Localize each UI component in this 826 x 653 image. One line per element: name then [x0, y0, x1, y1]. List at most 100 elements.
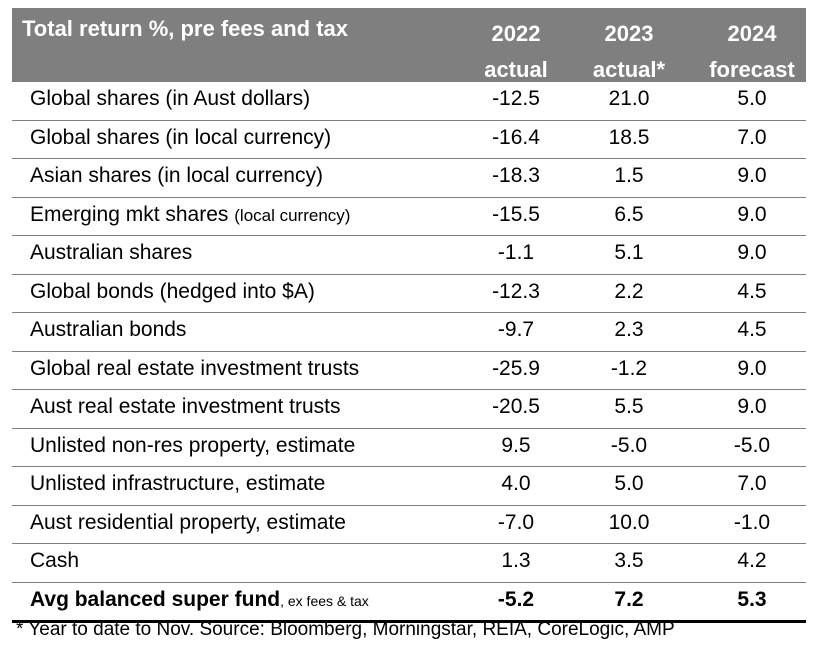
row-label-text: Avg balanced super fund: [30, 587, 281, 611]
row-label: Australian bonds: [30, 318, 186, 342]
row-label-text: Cash: [30, 549, 80, 572]
cell-2024: 9.0: [737, 164, 767, 187]
cell-2023: 18.5: [608, 125, 650, 149]
table-row: Global bonds (hedged into $A) -12.3 2.2 4.5: [12, 275, 806, 313]
cell-2022: -25.9: [492, 356, 540, 380]
cell-2024: -5.0: [733, 433, 771, 457]
table-row: Global shares (in local currency) -16.4 18…: [12, 121, 806, 159]
row-label-note: , ex fees & tax: [280, 592, 369, 609]
table-row: Emerging mkt shares (local currency) -15.…: [12, 198, 806, 236]
column-sub: forecast: [709, 57, 795, 82]
row-label: Aust real estate investment trusts: [30, 395, 340, 419]
column-year: 2023: [604, 21, 654, 46]
cell-2023: 3.5: [614, 549, 644, 572]
row-label-text: Global bonds (hedged into $A): [30, 279, 315, 303]
cell-2022: 9.5: [501, 433, 531, 457]
cell-2024: 7.0: [737, 125, 767, 149]
cell-2024: 4.5: [737, 279, 767, 303]
cell-2024: 4.5: [737, 318, 767, 341]
cell-2024: 5.3: [737, 587, 767, 611]
cell-2024: 9.0: [737, 241, 767, 264]
cell-2023: -1.2: [610, 356, 648, 380]
cell-2022: -12.5: [492, 87, 540, 110]
column-year: 2022: [491, 21, 541, 46]
row-label: Global bonds (hedged into $A): [30, 280, 315, 304]
row-label-text: Asian shares (in local currency): [30, 164, 323, 187]
table-row: Global real estate investment trusts -25.…: [12, 352, 806, 390]
cell-2023: 10.0: [608, 510, 650, 534]
cell-2024: 9.0: [737, 395, 767, 418]
row-label-text: Global shares (in local currency): [30, 125, 332, 149]
row-label: Global real estate investment trusts: [30, 357, 359, 381]
table-row: Global shares (in Aust dollars) -12.5 21.0…: [12, 82, 806, 121]
row-label: Aust residential property, estimate: [30, 511, 346, 535]
cell-2023: 1.5: [614, 164, 644, 187]
row-label-text: Aust real estate investment trusts: [30, 395, 341, 418]
cell-2022: -9.7: [497, 318, 535, 341]
table-row: Aust residential property, estimate -7.0 1…: [12, 506, 806, 544]
row-label-text: Global shares (in Aust dollars): [30, 87, 311, 110]
column-year: 2024: [727, 21, 777, 46]
cell-2023: 6.5: [614, 202, 644, 226]
row-label: Cash: [30, 549, 79, 573]
cell-2022: -1.1: [497, 241, 535, 264]
cell-2023: 7.2: [614, 587, 644, 611]
row-label: Avg balanced super fund, ex fees & tax: [30, 588, 369, 612]
row-label-text: Global real estate investment trusts: [30, 356, 360, 380]
cell-2023: 5.0: [614, 472, 644, 495]
table-row: Unlisted infrastructure, estimate 4.0 5.0 7…: [12, 467, 806, 506]
row-label-text: Australian bonds: [30, 318, 187, 341]
column-header-2023: 2023 actual*: [565, 16, 693, 88]
row-label-note: (local currency): [234, 205, 351, 225]
cell-2023: 21.0: [608, 87, 650, 110]
row-label-text: Unlisted infrastructure, estimate: [30, 472, 326, 495]
cell-2022: -16.4: [492, 125, 540, 149]
column-header-2022: 2022 actual: [452, 16, 580, 88]
row-label-text: Unlisted non-res property, estimate: [30, 433, 356, 457]
cell-2023: 5.1: [614, 241, 644, 264]
row-label-text: Aust residential property, estimate: [30, 510, 346, 534]
cell-2024: -1.0: [733, 510, 771, 534]
cell-2024: 9.0: [737, 202, 767, 226]
table-row: Cash 1.3 3.5 4.2: [12, 544, 806, 583]
row-label: Emerging mkt shares (local currency): [30, 203, 350, 227]
table-row: Unlisted non-res property, estimate 9.5 -5…: [12, 429, 806, 467]
table-row: Australian shares -1.1 5.1 9.0: [12, 236, 806, 275]
cell-2022: -7.0: [497, 510, 535, 534]
table-row: Australian bonds -9.7 2.3 4.5: [12, 313, 806, 352]
table-row: Aust real estate investment trusts -20.5 5…: [12, 390, 806, 429]
cell-2022: -18.3: [492, 164, 540, 187]
cell-2022: 1.3: [501, 549, 531, 572]
cell-2023: 5.5: [614, 395, 644, 418]
cell-2023: -5.0: [610, 433, 648, 457]
cell-2023: 2.3: [614, 318, 644, 341]
row-label: Australian shares: [30, 241, 192, 265]
row-label-text: Australian shares: [30, 241, 193, 264]
cell-2022: -5.2: [497, 587, 535, 611]
footnote: * Year to date to Nov. Source: Bloomberg…: [16, 619, 675, 640]
cell-2023: 2.2: [614, 279, 644, 303]
cell-2022: -12.3: [492, 279, 540, 303]
returns-table: Total return %, pre fees and tax 2022 ac…: [12, 8, 806, 623]
table-header: Total return %, pre fees and tax 2022 ac…: [12, 8, 806, 82]
table-body: Global shares (in Aust dollars) -12.5 21.0…: [12, 82, 806, 583]
row-label: Asian shares (in local currency): [30, 164, 323, 188]
cell-2022: -20.5: [492, 395, 540, 418]
row-label: Unlisted infrastructure, estimate: [30, 472, 325, 496]
cell-2022: -15.5: [492, 202, 540, 226]
column-header-2024: 2024 forecast: [688, 16, 816, 88]
total-row: Avg balanced super fund, ex fees & tax -…: [12, 583, 806, 623]
column-sub: actual: [484, 57, 548, 82]
column-sub: actual*: [592, 57, 666, 82]
row-label: Global shares (in local currency): [30, 126, 331, 150]
row-label-text: Emerging mkt shares: [30, 202, 235, 226]
cell-2022: 4.0: [501, 472, 531, 495]
table-title: Total return %, pre fees and tax: [22, 16, 349, 41]
row-label: Global shares (in Aust dollars): [30, 87, 310, 111]
cell-2024: 9.0: [737, 356, 767, 380]
cell-2024: 7.0: [737, 472, 767, 495]
row-label: Unlisted non-res property, estimate: [30, 434, 355, 458]
cell-2024: 4.2: [737, 549, 767, 572]
cell-2024: 5.0: [737, 87, 767, 110]
table-row: Asian shares (in local currency) -18.3 1.5…: [12, 159, 806, 198]
